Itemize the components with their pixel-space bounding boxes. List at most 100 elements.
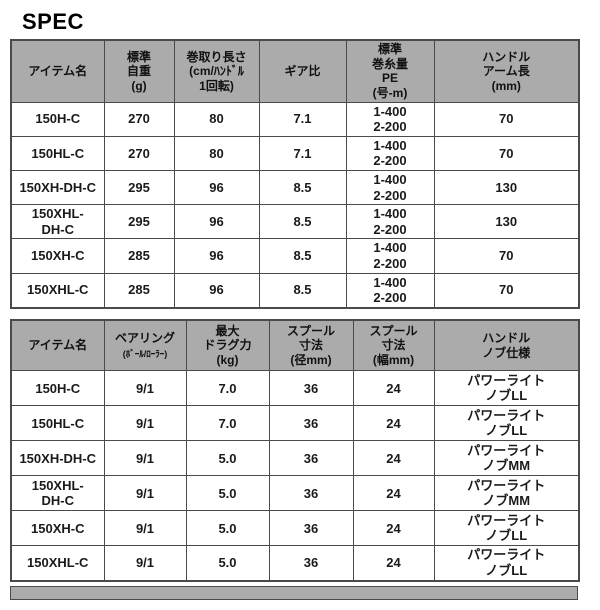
value-cell: 270 — [103, 135, 175, 172]
value-cell: 70 — [433, 238, 580, 274]
spec-table-detail-header: アイテム名 ベアリング (ﾎﾞｰﾙ/ﾛｰﾗｰ) 最大 ドラグ力 (kg) スプール 寸法 (径m… — [10, 319, 580, 372]
value-cell: 80 — [173, 101, 260, 137]
column-header-line: 標準 — [377, 42, 402, 57]
column-header: ハンドル ノブ仕様 — [433, 319, 580, 372]
spec-table-detail: アイテム名 ベアリング (ﾎﾞｰﾙ/ﾛｰﾗｰ) 最大 ドラグ力 (kg) スプール 寸法 (径m… — [10, 318, 580, 582]
value-cell: 270 — [103, 101, 175, 137]
header-row: アイテム名 ベアリング (ﾎﾞｰﾙ/ﾛｰﾗｰ) 最大 ドラグ力 (kg) スプール 寸法 (径m… — [10, 319, 580, 372]
column-header: 標準 自重 (g) — [103, 39, 175, 103]
value-cell: 70 — [433, 101, 580, 137]
value-cell: 5.0 — [185, 475, 270, 512]
column-header: アイテム名 — [10, 319, 105, 372]
spec-row: 150HL-C 270 80 7.1 1-400 2-200 70 — [10, 135, 580, 172]
value-cell: 36 — [268, 545, 354, 582]
value-cell: 8.5 — [258, 204, 347, 240]
value-cell: 8.5 — [258, 238, 347, 274]
value-cell: 5.0 — [185, 510, 270, 547]
value-cell: 24 — [352, 475, 435, 512]
column-header-line: 巻取り長さ — [186, 49, 247, 64]
value-cell: パワーライト ノブLL — [433, 370, 580, 407]
value-cell: パワーライト ノブMM — [433, 440, 580, 477]
value-cell: 9/1 — [103, 370, 187, 407]
value-cell: 24 — [352, 545, 435, 582]
value-cell: 24 — [352, 440, 435, 477]
spec-row: 150H-C 9/1 7.0 36 24 パワーライト ノブLL — [10, 370, 580, 407]
spec-row: 150XHL-C 9/1 5.0 36 24 パワーライト ノブLL — [10, 545, 580, 582]
value-cell: 9/1 — [103, 440, 187, 477]
item-name-cell: 150XH-DH-C — [10, 440, 105, 477]
value-cell: 1-400 2-200 — [345, 204, 435, 240]
column-header-line: (kg) — [216, 352, 239, 367]
value-cell: 7.0 — [185, 370, 270, 407]
value-cell: 7.1 — [258, 135, 347, 172]
value-cell: 36 — [268, 510, 354, 547]
value-cell: 80 — [173, 135, 260, 172]
value-cell: 70 — [433, 135, 580, 172]
value-cell: 1-400 2-200 — [345, 170, 435, 206]
item-name-cell: 150XHL-C — [10, 545, 105, 582]
value-cell: 96 — [173, 170, 260, 206]
value-cell: 9/1 — [103, 475, 187, 512]
column-header-line: ギア比 — [284, 64, 321, 79]
value-cell: 5.0 — [185, 545, 270, 582]
column-header: 最大 ドラグ力 (kg) — [185, 319, 270, 372]
column-header-line: (cm/ﾊﾝﾄﾞﾙ — [189, 64, 244, 79]
column-header-line: PE — [381, 71, 398, 86]
value-cell: 295 — [103, 170, 175, 206]
spec-row: 150XHL-C 285 96 8.5 1-400 2-200 70 — [10, 272, 580, 309]
spec-table-main: アイテム名 標準 自重 (g) 巻取り長さ (cm/ﾊﾝﾄﾞﾙ 1回転) ギア比 標準 巻糸量 PE… — [10, 39, 580, 309]
column-header-line: (径mm) — [290, 352, 332, 367]
column-header-line: (mm) — [491, 78, 521, 93]
value-cell: 36 — [268, 440, 354, 477]
column-header-line: (ﾎﾞｰﾙ/ﾛｰﾗｰ) — [122, 348, 168, 359]
value-cell: 70 — [433, 272, 580, 309]
column-header-line: ベアリング — [114, 330, 175, 345]
column-header-line: ハンドル — [482, 49, 531, 64]
column-header: アイテム名 — [10, 39, 105, 103]
column-header-line: スプール — [286, 323, 335, 338]
column-header-line: 寸法 — [381, 338, 406, 353]
value-cell: 8.5 — [258, 272, 347, 309]
column-header-line: 最大 — [215, 323, 240, 338]
item-name-cell: 150XH-DH-C — [10, 170, 105, 206]
page-title: SPEC — [22, 9, 84, 34]
value-cell: 9/1 — [103, 510, 187, 547]
column-header-line: アイテム名 — [28, 338, 88, 353]
item-name-cell: 150HL-C — [10, 135, 105, 172]
item-name-cell: 150XHL- DH-C — [10, 475, 105, 512]
value-cell: 1-400 2-200 — [345, 238, 435, 274]
spec-row: 150XHL- DH-C 9/1 5.0 36 24 パワーライト ノブMM — [10, 475, 580, 512]
value-cell: 285 — [103, 272, 175, 309]
item-name-cell: 150XHL-C — [10, 272, 105, 309]
column-header: スプール 寸法 (幅mm) — [352, 319, 435, 372]
value-cell: 5.0 — [185, 440, 270, 477]
item-name-cell: 150XHL- DH-C — [10, 204, 105, 240]
spec-row: 150XH-C 9/1 5.0 36 24 パワーライト ノブLL — [10, 510, 580, 547]
item-name-cell: 150HL-C — [10, 405, 105, 442]
column-header: ギア比 — [258, 39, 347, 103]
value-cell: 36 — [268, 475, 354, 512]
value-cell: 24 — [352, 370, 435, 407]
column-header-line: アーム長 — [482, 64, 530, 79]
column-header-line: (g) — [131, 78, 147, 93]
value-cell: パワーライト ノブLL — [433, 510, 580, 547]
value-cell: 96 — [173, 238, 260, 274]
value-cell: 24 — [352, 405, 435, 442]
value-cell: 285 — [103, 238, 175, 274]
value-cell: 1-400 2-200 — [345, 135, 435, 172]
spec-row: 150XH-C 285 96 8.5 1-400 2-200 70 — [10, 238, 580, 274]
spec-row: 150H-C 270 80 7.1 1-400 2-200 70 — [10, 101, 580, 137]
cutoff-next-table-edge — [10, 585, 578, 600]
column-header: スプール 寸法 (径mm) — [268, 319, 354, 372]
column-header-line: ノブ仕様 — [482, 345, 531, 360]
item-name-cell: 150H-C — [10, 370, 105, 407]
value-cell: パワーライト ノブLL — [433, 545, 580, 582]
spec-row: 150XHL- DH-C 295 96 8.5 1-400 2-200 130 — [10, 204, 580, 240]
value-cell: 96 — [173, 272, 260, 309]
spec-row: 150HL-C 9/1 7.0 36 24 パワーライト ノブLL — [10, 405, 580, 442]
spec-table-main-body: 150H-C 270 80 7.1 1-400 2-200 70 150HL-C 270 80 7.… — [10, 101, 580, 309]
column-header-line: 標準 — [126, 49, 151, 64]
column-header-line: ハンドル — [482, 330, 531, 345]
item-name-cell: 150XH-C — [10, 238, 105, 274]
value-cell: 1-400 2-200 — [345, 272, 435, 309]
